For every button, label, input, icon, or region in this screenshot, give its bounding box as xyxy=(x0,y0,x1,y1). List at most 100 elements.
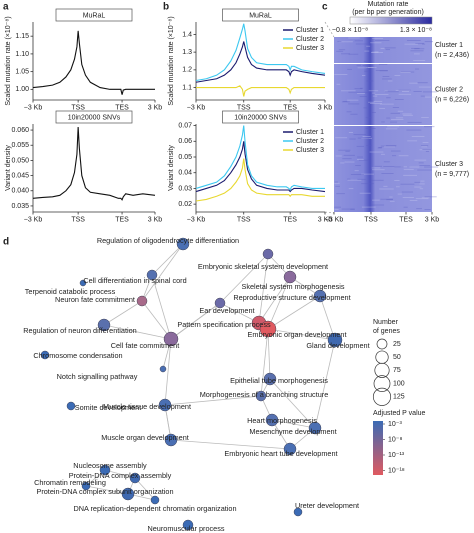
heatmap-texture xyxy=(369,151,384,153)
node xyxy=(146,269,158,281)
heatmap-texture xyxy=(375,70,388,71)
heatmap-texture xyxy=(386,97,391,99)
heatmap-texture xyxy=(413,90,422,92)
heatmap-texture xyxy=(373,100,383,102)
heatmap-texture xyxy=(374,94,389,95)
edge xyxy=(258,253,269,324)
node xyxy=(99,464,111,476)
node-label: Neuromuscular process xyxy=(147,524,224,533)
heatmap-texture xyxy=(411,136,425,137)
heatmap-texture xyxy=(380,153,385,155)
heatmap-texture xyxy=(361,173,374,175)
node-label: Embryonic organ development xyxy=(248,330,347,339)
node xyxy=(265,413,279,427)
node-label: Nucleosome assembly xyxy=(73,461,147,470)
heatmap-texture xyxy=(403,206,408,208)
heatmap-texture xyxy=(409,166,420,168)
title-box xyxy=(55,8,133,22)
heatmap-texture xyxy=(354,88,363,90)
heatmap-texture xyxy=(370,179,384,181)
heatmap-texture xyxy=(357,178,366,180)
heatmap-texture xyxy=(425,96,436,98)
edge xyxy=(170,439,291,450)
size-legend-circle xyxy=(375,350,389,364)
chart-title: MuRaL xyxy=(83,12,106,19)
heatmap-texture xyxy=(410,50,424,52)
heatmap-texture xyxy=(394,99,404,100)
y-tick-label: 0.03 xyxy=(178,185,192,192)
edge xyxy=(269,378,316,429)
heatmap-texture xyxy=(366,67,374,68)
heatmap-texture xyxy=(413,60,426,61)
heatmap-texture xyxy=(415,42,424,44)
heatmap-texture xyxy=(390,121,398,123)
heatmap-texture xyxy=(403,174,418,176)
heatmap-texture xyxy=(387,80,393,82)
heatmap-texture xyxy=(346,111,352,113)
node-label: Regulation of neuron differentiation xyxy=(23,326,136,335)
chart-title: 10in20000 SNVs xyxy=(234,114,287,121)
heatmap-texture xyxy=(344,161,355,163)
cluster-name: Cluster 1 xyxy=(435,42,463,49)
node-label: Terpenoid catabolic process xyxy=(25,287,116,296)
heatmap-texture xyxy=(386,145,397,147)
y-tick-label: 0.05 xyxy=(178,154,192,161)
heatmap-texture xyxy=(334,206,341,208)
y-tick-label: 0.06 xyxy=(178,138,192,145)
node-label: Heart morphogenesis xyxy=(247,416,317,425)
x-tick-label: −3 Kb xyxy=(187,104,206,111)
heatmap-texture xyxy=(348,131,353,133)
heatmap-texture xyxy=(353,134,367,136)
heatmap-texture xyxy=(374,40,390,41)
node-label: Regulation of oligodendrocyte differenti… xyxy=(97,236,239,245)
size-legend-circle xyxy=(374,362,390,378)
heatmap-texture xyxy=(419,183,425,185)
heatmap-texture xyxy=(371,167,381,169)
heatmap-texture xyxy=(395,89,411,91)
line xyxy=(32,126,156,201)
node-label: Protein-DNA complex assembly xyxy=(69,471,172,480)
legend-label: Cluster 2 xyxy=(296,138,324,145)
node-label: Reproductive structure development xyxy=(233,293,350,302)
heatmap-texture xyxy=(356,64,362,66)
heatmap-texture xyxy=(335,155,342,157)
heatmap-texture xyxy=(371,51,379,53)
pvalue-label: 10⁻³ xyxy=(388,421,402,428)
heatmap-texture xyxy=(392,107,400,108)
legend-title: Adjusted P value xyxy=(373,410,426,417)
heatmap-texture xyxy=(368,90,379,92)
node xyxy=(259,320,277,338)
heatmap-texture xyxy=(415,68,420,70)
heatmap-texture xyxy=(409,82,418,84)
heatmap-texture xyxy=(347,178,351,180)
edge xyxy=(85,485,129,495)
heatmap-texture xyxy=(385,128,398,130)
heatmap-texture xyxy=(402,113,412,115)
line xyxy=(195,23,326,82)
size-legend-label: 125 xyxy=(393,394,405,401)
heatmap-texture xyxy=(359,96,367,98)
heatmap-texture xyxy=(350,113,358,115)
cluster-size: (n = 2,436) xyxy=(435,52,469,59)
heatmap-texture xyxy=(417,169,432,171)
edge xyxy=(151,243,184,276)
heatmap-texture xyxy=(379,70,388,72)
x-tick-label: 3 Kb xyxy=(148,104,163,111)
heatmap-texture xyxy=(374,165,383,167)
y-tick-label: 1.1 xyxy=(182,84,192,91)
panel-label: b xyxy=(163,2,169,13)
heatmap-texture xyxy=(355,165,361,166)
panel-label: d xyxy=(3,237,9,248)
heatmap-texture xyxy=(337,41,342,43)
node xyxy=(263,372,277,386)
edge xyxy=(103,324,172,340)
edge xyxy=(141,300,172,340)
heatmap-texture xyxy=(386,117,391,119)
node-label: Chromatin remodeling xyxy=(34,478,106,487)
node xyxy=(129,472,141,484)
heatmap-texture xyxy=(365,117,372,119)
heatmap-texture xyxy=(340,162,345,164)
heatmap-texture xyxy=(334,74,348,75)
heatmap-texture xyxy=(407,121,422,123)
heatmap-texture xyxy=(409,200,418,201)
